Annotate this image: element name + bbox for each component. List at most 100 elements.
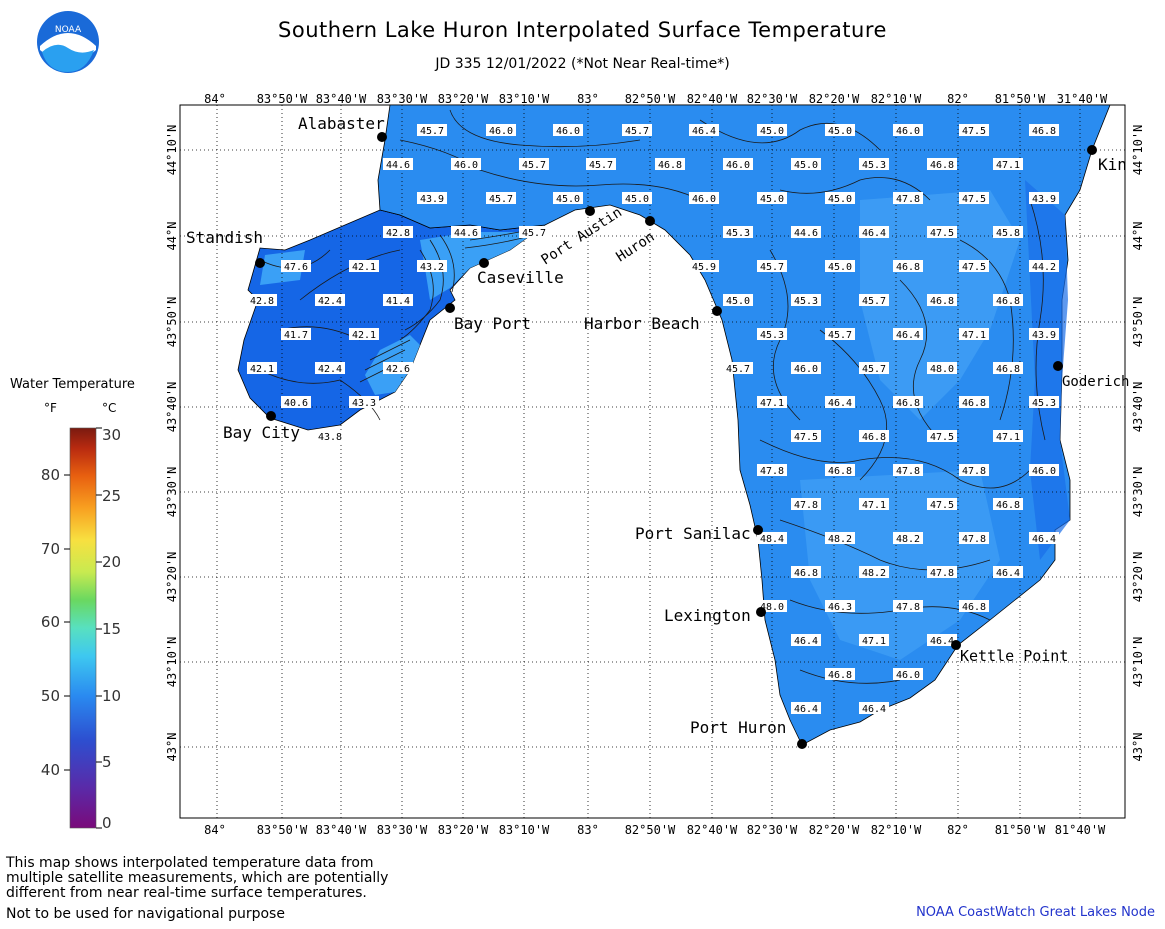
disclaimer-line: different from near real-time surface te… <box>6 885 367 901</box>
lon-label-top: 83°30'W <box>377 92 428 106</box>
temperature-label: 46.8 <box>927 294 957 307</box>
temperature-value: 47.5 <box>930 228 954 239</box>
temperature-label: 40.6 <box>281 396 311 409</box>
temperature-value: 42.4 <box>318 364 342 375</box>
temperature-value: 46.0 <box>692 194 716 205</box>
temperature-label: 46.4 <box>859 702 889 715</box>
temperature-value: 43.9 <box>420 194 444 205</box>
bay-mouth-light <box>420 225 545 300</box>
temperature-value: 42.8 <box>386 228 410 239</box>
legend-c-tick: 25 <box>102 487 121 505</box>
lat-label-right: 43°20'N <box>1131 552 1145 603</box>
place-dot <box>753 525 763 535</box>
temperature-label: 47.5 <box>927 498 957 511</box>
place-name: Bay Port <box>454 314 531 333</box>
temperature-value: 45.0 <box>625 194 649 205</box>
temperature-value: 45.3 <box>1032 398 1056 409</box>
temperature-label: 47.5 <box>927 226 957 239</box>
temperature-value: 45.9 <box>692 262 716 273</box>
temperature-value: 46.8 <box>862 432 886 443</box>
lat-label-left: 43°10'N <box>165 637 179 688</box>
place-dot <box>377 132 387 142</box>
temperature-value: 42.4 <box>318 296 342 307</box>
temperature-label: 45.0 <box>825 260 855 273</box>
temperature-value: 45.7 <box>625 126 649 137</box>
temperature-value: 46.8 <box>794 568 818 579</box>
temperature-value: 47.8 <box>930 568 954 579</box>
temperature-value: 47.1 <box>760 398 784 409</box>
temperature-label: 42.8 <box>247 294 277 307</box>
temperature-label: 45.7 <box>757 260 787 273</box>
temperature-label: 48.0 <box>927 362 957 375</box>
temperature-value: 45.0 <box>828 126 852 137</box>
temperature-label: 46.4 <box>927 634 957 647</box>
lat-label-right: 44°10'N <box>1131 125 1145 176</box>
temperature-value: 46.0 <box>1032 466 1056 477</box>
place-name: Bay City <box>223 423 300 442</box>
temperature-value: 47.8 <box>896 466 920 477</box>
temperature-value: 47.1 <box>862 500 886 511</box>
legend-c-tick: 30 <box>102 426 121 444</box>
temperature-label: 42.1 <box>349 328 379 341</box>
temperature-value: 46.4 <box>794 636 818 647</box>
temperature-value: 45.3 <box>760 330 784 341</box>
temperature-label: 41.4 <box>383 294 413 307</box>
temperature-value: 46.4 <box>828 398 852 409</box>
map-subtitle: JD 335 12/01/2022 (*Not Near Real-time*) <box>435 56 730 72</box>
temperature-value: 47.1 <box>996 432 1020 443</box>
temperature-value: 47.5 <box>794 432 818 443</box>
place-name: Standish <box>186 228 263 247</box>
temperature-label: 46.4 <box>825 396 855 409</box>
lon-label-bottom: 82°20'W <box>809 823 860 837</box>
temperature-value: 46.8 <box>828 670 852 681</box>
temperature-label: 47.5 <box>791 430 821 443</box>
temperature-label: 47.8 <box>893 600 923 613</box>
temperature-value: 46.8 <box>930 296 954 307</box>
temperature-label: 45.3 <box>859 158 889 171</box>
temperature-label: 47.8 <box>757 464 787 477</box>
temperature-label: 45.3 <box>757 328 787 341</box>
place-name: Goderich <box>1062 374 1129 390</box>
temperature-value: 45.0 <box>828 194 852 205</box>
legend-c-tick: 15 <box>102 620 121 638</box>
temperature-label: 45.8 <box>993 226 1023 239</box>
temperature-label: 46.4 <box>791 634 821 647</box>
lon-label-top: 82°30'W <box>747 92 798 106</box>
place-dot <box>951 640 961 650</box>
temperature-label: 45.0 <box>553 192 583 205</box>
temperature-value: 47.8 <box>896 194 920 205</box>
lon-label-bottom: 83° <box>577 823 599 837</box>
lon-label-top: 83°10'W <box>499 92 550 106</box>
temperature-label: 48.2 <box>859 566 889 579</box>
temperature-value: 46.4 <box>692 126 716 137</box>
temperature-label: 48.4 <box>757 532 787 545</box>
temperature-label: 46.4 <box>993 566 1023 579</box>
lat-label-left: 43°N <box>165 733 179 762</box>
temperature-label: 46.0 <box>893 668 923 681</box>
place-dot <box>479 258 489 268</box>
temperature-value: 44.2 <box>1032 262 1056 273</box>
temperature-label: 42.1 <box>247 362 277 375</box>
legend-f-tick: 50 <box>41 687 60 705</box>
place-name: Harbor Beach <box>584 314 700 333</box>
temperature-value: 46.4 <box>896 330 920 341</box>
lat-label-left: 43°30'N <box>165 467 179 518</box>
lon-label-top: 82°50'W <box>625 92 676 106</box>
place-name: Alabaster <box>298 114 385 133</box>
temperature-value: 47.6 <box>284 262 308 273</box>
temperature-label: 45.9 <box>689 260 719 273</box>
temperature-value: 45.7 <box>420 126 444 137</box>
temperature-label: 43.9 <box>417 192 447 205</box>
lon-label-bottom: 83°20'W <box>438 823 489 837</box>
temperature-value: 44.6 <box>386 160 410 171</box>
temperature-label: 46.3 <box>825 600 855 613</box>
temperature-value: 47.1 <box>962 330 986 341</box>
temperature-value: 46.0 <box>794 364 818 375</box>
temperature-value: 40.6 <box>284 398 308 409</box>
temperature-value: 42.1 <box>250 364 274 375</box>
navigation-warning: Not to be used for navigational purpose <box>6 906 285 922</box>
temperature-value: 46.4 <box>996 568 1020 579</box>
temperature-value: 46.8 <box>658 160 682 171</box>
temperature-label: 47.5 <box>959 260 989 273</box>
place-markers <box>255 132 1097 749</box>
